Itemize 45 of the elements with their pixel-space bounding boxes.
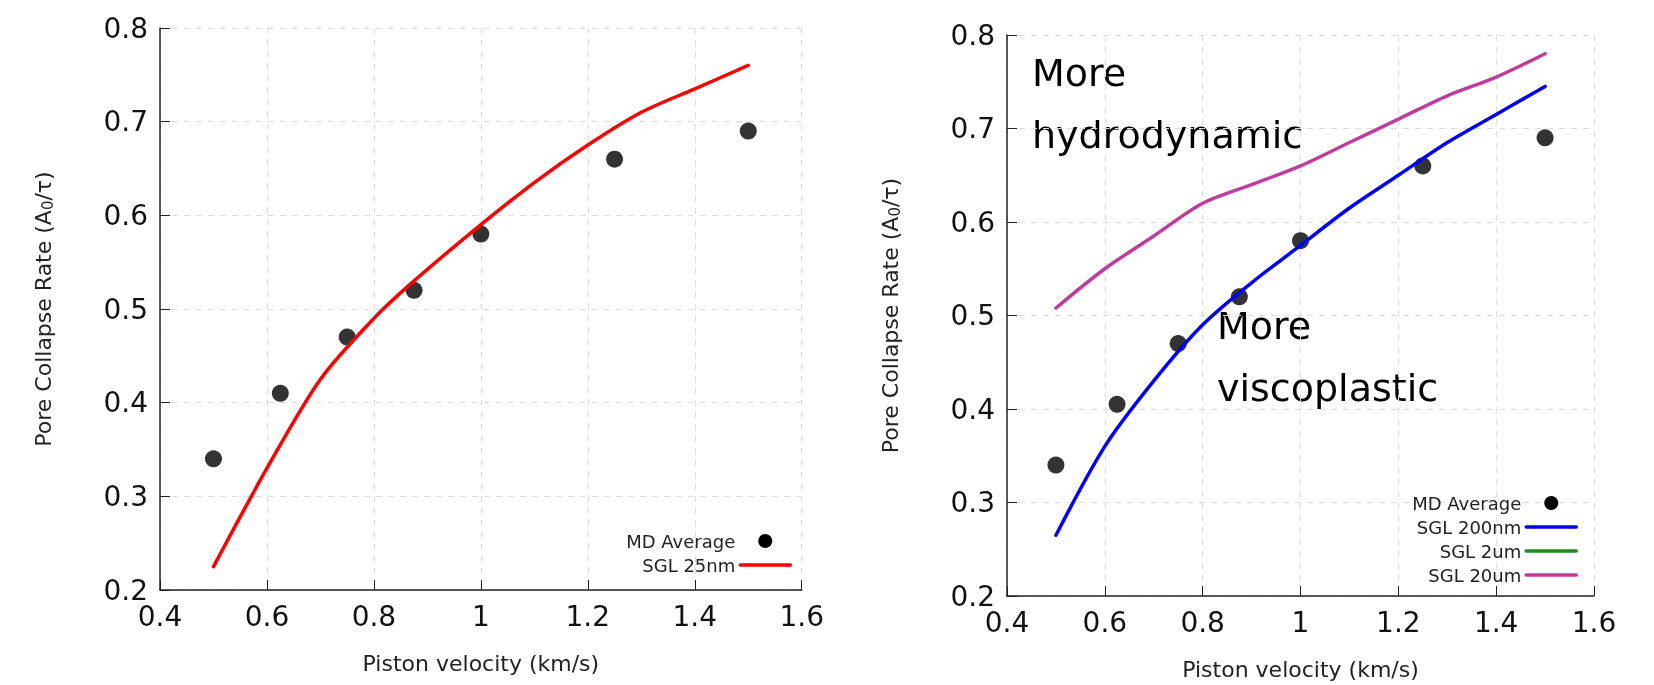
y-tick-label: 0.7 <box>103 105 148 139</box>
y-tick-label: 0.5 <box>103 292 148 326</box>
y-tick-label: 0.5 <box>950 299 995 332</box>
x-tick-label: 1.2 <box>1376 605 1421 639</box>
x-tick-label: 1 <box>1291 605 1310 639</box>
x-tick-label: 1.4 <box>672 599 718 633</box>
y-tick-label: 0.8 <box>950 18 995 52</box>
x-tick-label: 1 <box>471 599 490 633</box>
y-tick-label: 0.6 <box>950 205 995 239</box>
x-tick-label: 0.8 <box>1180 605 1225 639</box>
x-tick-label: 0.6 <box>1082 605 1128 639</box>
annotation: More hydrodynamic <box>1032 51 1304 157</box>
legend-label: SGL 25nm <box>642 554 736 576</box>
point <box>271 384 289 402</box>
x-tick-label: 1.4 <box>1473 605 1519 639</box>
x-tick-label: 0.4 <box>984 605 1030 639</box>
x-axis-title: Piston velocity (km/s) <box>1182 656 1419 682</box>
legend-label: MD Average <box>626 530 736 552</box>
x-tick-label: 1.6 <box>1571 605 1617 639</box>
point <box>205 450 222 468</box>
annotation: More viscoplastic <box>1217 304 1439 410</box>
y-axis-title: Pore Collapse Rate (A0/τ) <box>31 171 57 447</box>
y-tick-label: 0.3 <box>103 479 148 513</box>
x-tick-label: 0.4 <box>137 599 183 633</box>
x-tick-label: 1.2 <box>565 599 611 633</box>
legend-label: MD Average <box>1412 492 1522 514</box>
point <box>1047 456 1065 474</box>
y-tick-label: 0.3 <box>950 486 995 519</box>
point <box>606 150 624 168</box>
x-axis-title: Piston velocity (km/s) <box>362 650 600 676</box>
x-tick-label: 1.6 <box>779 599 824 633</box>
point <box>739 122 757 140</box>
legend-label: SGL 200nm <box>1416 516 1522 538</box>
point <box>1108 395 1126 413</box>
x-tick-label: 0.8 <box>351 599 397 633</box>
y-tick-label: 0.8 <box>103 11 148 45</box>
x-tick-label: 0.6 <box>244 599 290 633</box>
point <box>1536 129 1554 147</box>
y-tick-label: 0.7 <box>950 112 995 145</box>
y-axis-title: Pore Collapse Rate (A0/τ) <box>878 177 904 454</box>
legend-label: SGL 20um <box>1428 564 1522 586</box>
y-tick-label: 0.4 <box>950 392 995 426</box>
legend-label: SGL 2um <box>1439 540 1522 562</box>
y-tick-label: 0.4 <box>103 386 148 420</box>
y-tick-label: 0.6 <box>103 198 148 232</box>
